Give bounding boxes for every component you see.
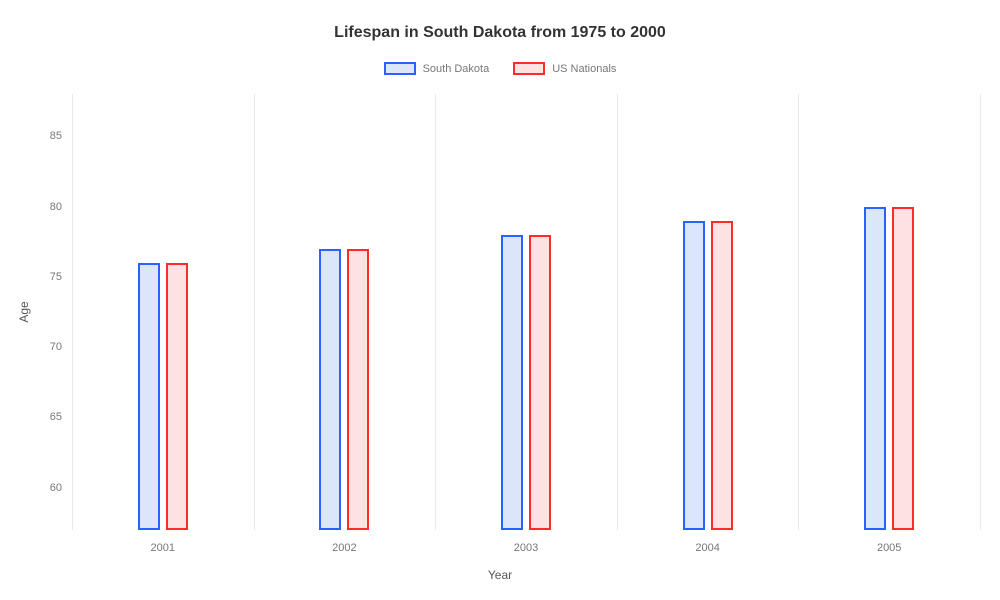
legend-swatch-south-dakota	[384, 62, 416, 75]
y-tick-label: 60	[50, 482, 62, 494]
bar	[683, 221, 705, 530]
legend-swatch-us-nationals	[513, 62, 545, 75]
plot-area: 60657075808520012002200320042005	[72, 94, 980, 530]
bar	[166, 263, 188, 530]
chart-title: Lifespan in South Dakota from 1975 to 20…	[0, 24, 1000, 42]
bar	[347, 249, 369, 530]
gridline	[798, 94, 799, 530]
legend-label: South Dakota	[423, 63, 490, 75]
y-tick-label: 75	[50, 271, 62, 283]
y-axis-label: Age	[17, 301, 31, 322]
x-tick-label: 2001	[151, 542, 175, 554]
legend: South Dakota US Nationals	[0, 62, 1000, 75]
bar	[529, 235, 551, 530]
chart-container: Lifespan in South Dakota from 1975 to 20…	[0, 0, 1000, 600]
bar	[501, 235, 523, 530]
legend-label: US Nationals	[552, 63, 616, 75]
bar	[319, 249, 341, 530]
x-tick-label: 2002	[332, 542, 356, 554]
x-axis-label: Year	[0, 568, 1000, 582]
y-tick-label: 85	[50, 130, 62, 142]
gridline	[435, 94, 436, 530]
y-tick-label: 65	[50, 411, 62, 423]
bar	[864, 207, 886, 530]
x-tick-label: 2003	[514, 542, 538, 554]
gridline	[617, 94, 618, 530]
gridline	[980, 94, 981, 530]
y-tick-label: 80	[50, 201, 62, 213]
y-tick-label: 70	[50, 341, 62, 353]
legend-item-us-nationals: US Nationals	[513, 62, 616, 75]
legend-item-south-dakota: South Dakota	[384, 62, 490, 75]
bar	[711, 221, 733, 530]
bar	[138, 263, 160, 530]
bar	[892, 207, 914, 530]
gridline	[254, 94, 255, 530]
gridline	[72, 94, 73, 530]
x-tick-label: 2004	[695, 542, 719, 554]
x-tick-label: 2005	[877, 542, 901, 554]
